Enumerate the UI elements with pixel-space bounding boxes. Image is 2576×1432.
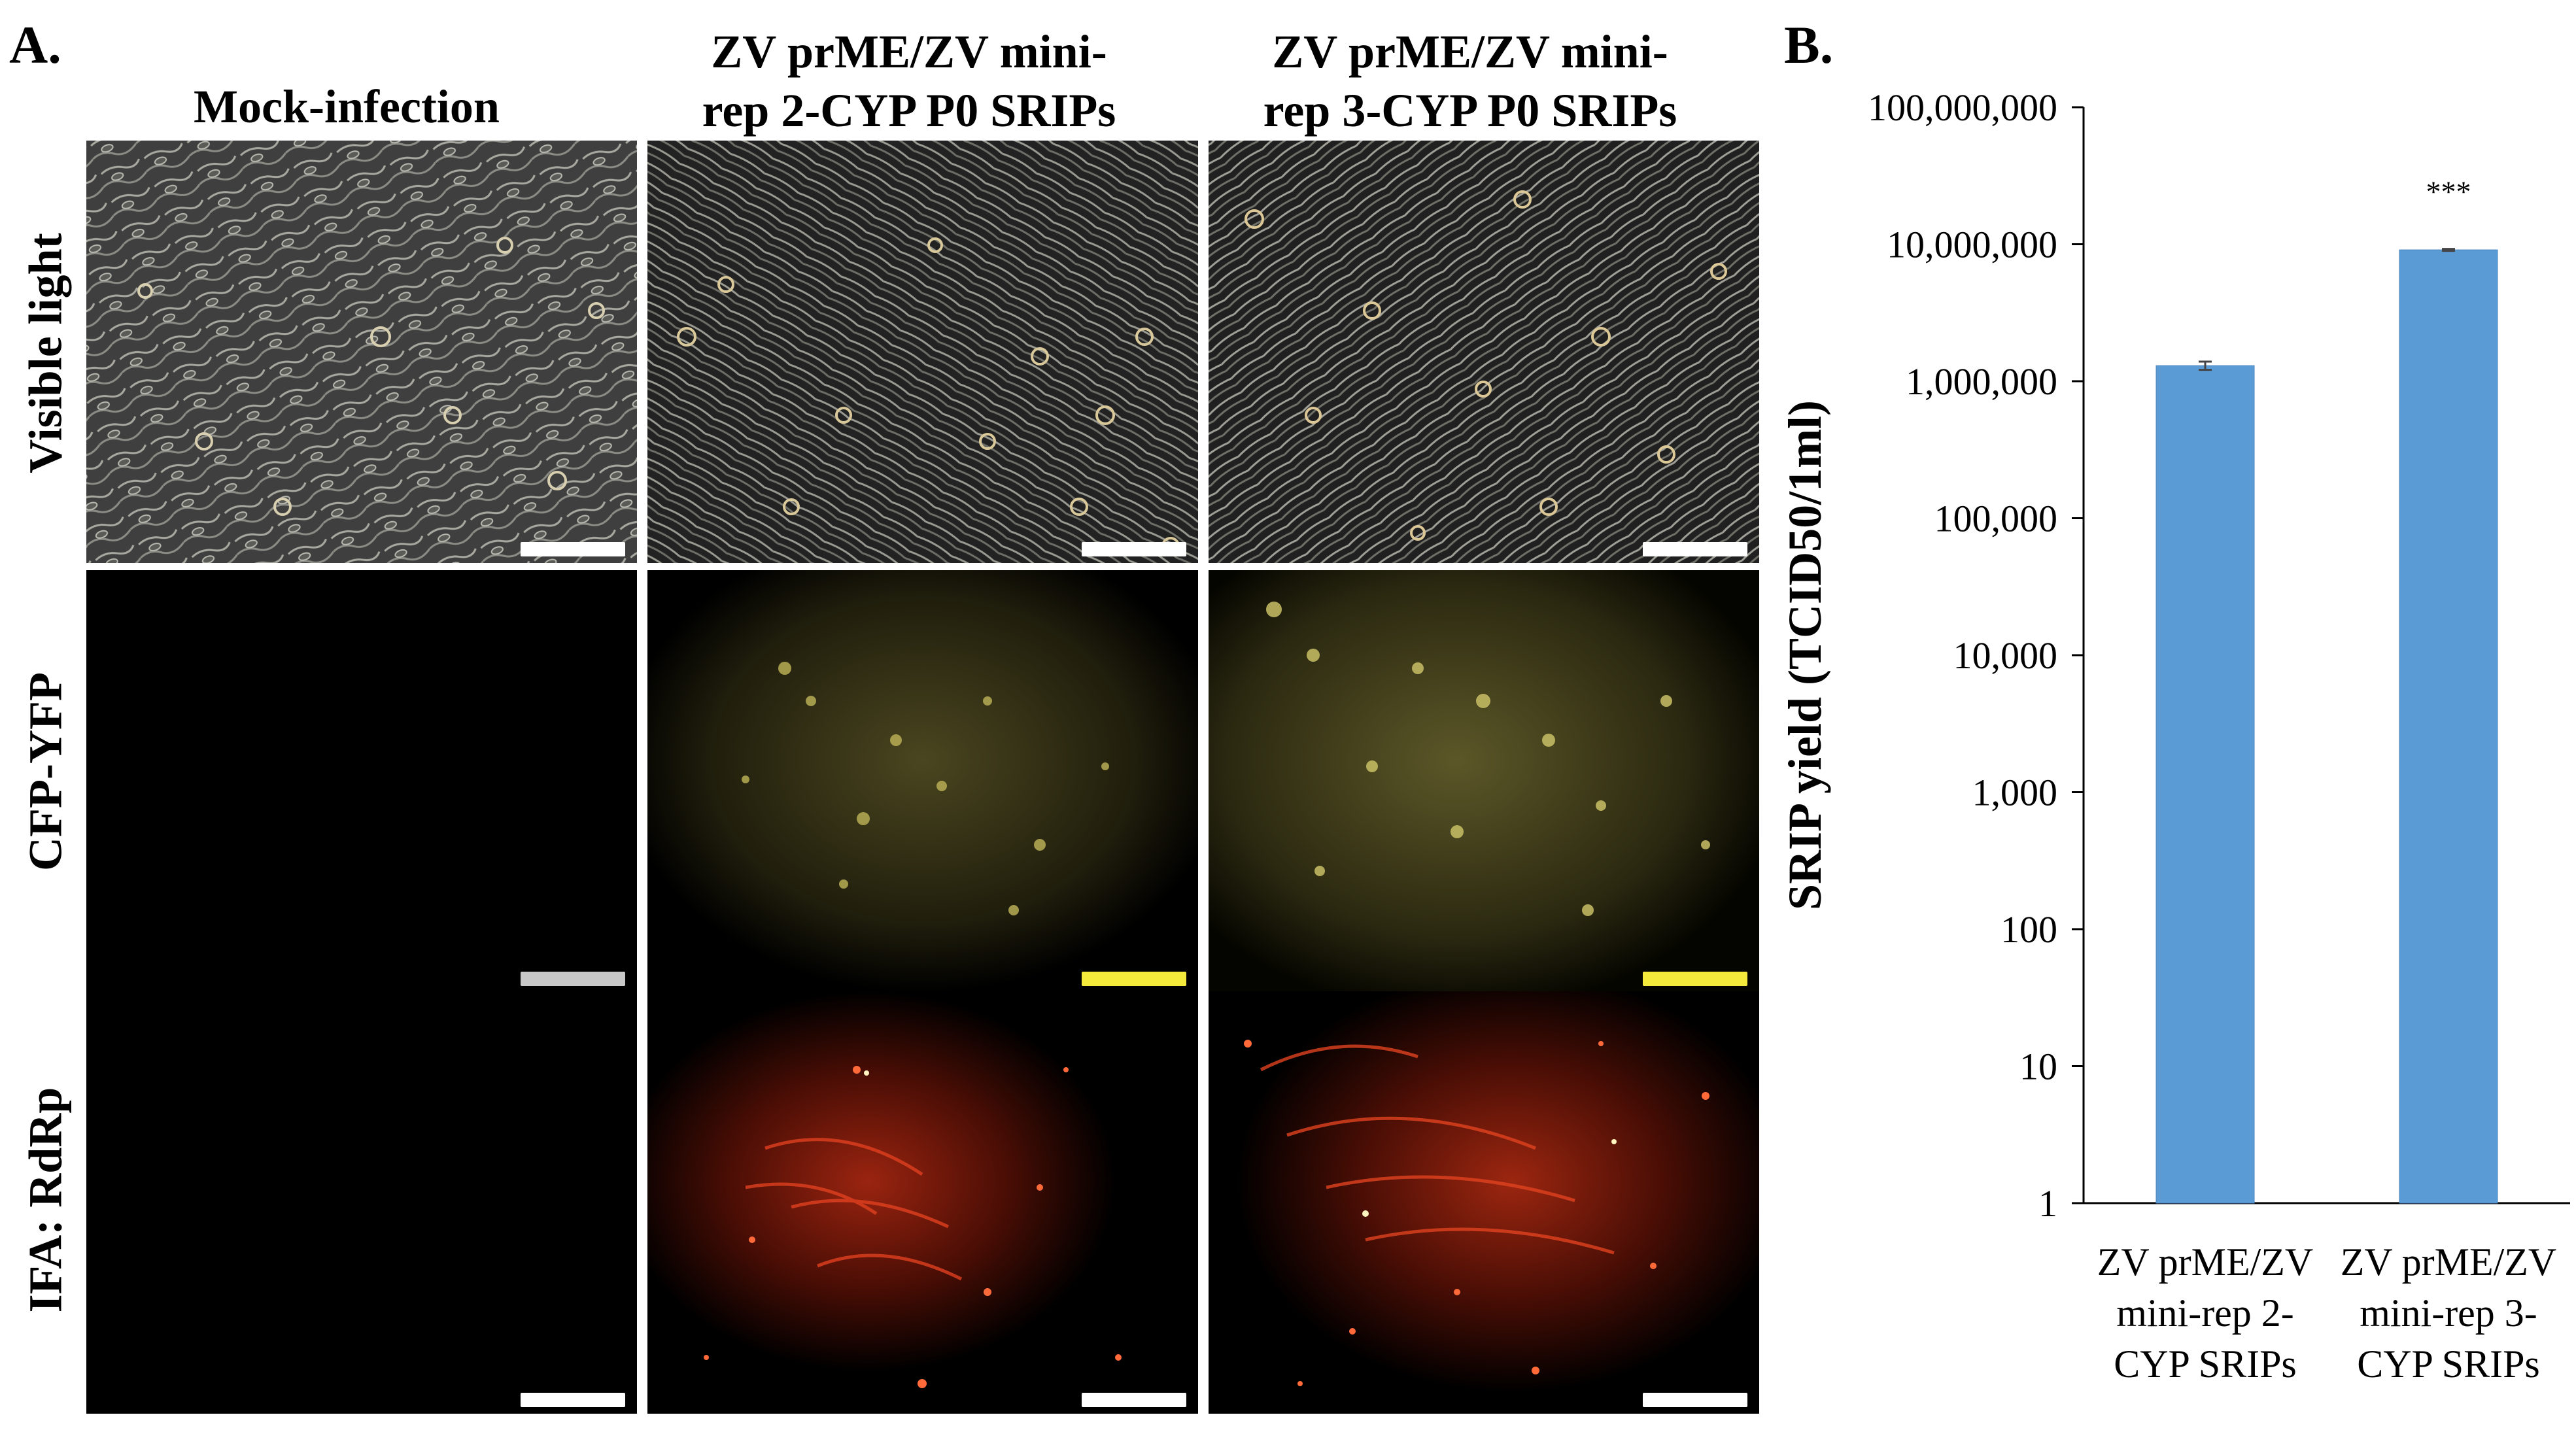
micrograph-cfp-yfp-mock <box>86 570 637 993</box>
y-tick-label: 10,000,000 <box>1887 224 2057 266</box>
y-tick-label: 1,000 <box>1972 772 2058 814</box>
panel-b-letter: B. <box>1784 15 1834 75</box>
scale-bar <box>521 1393 625 1407</box>
column-title-mock: Mock-infection <box>85 77 608 136</box>
column-title-3cyp: ZV prME/ZV mini- rep 3-CYP P0 SRIPs <box>1189 22 1751 140</box>
row-label-ifa-rdrp: IFA: RdRp <box>19 1087 72 1313</box>
x-tick-label-line: mini-rep 2- <box>2116 1291 2294 1335</box>
scale-bar <box>521 972 625 986</box>
y-tick-label: 1 <box>2038 1182 2057 1225</box>
column-title-2cyp: ZV prME/ZV mini- rep 2-CYP P0 SRIPs <box>628 22 1190 140</box>
column-title-line: ZV prME/ZV mini- <box>711 26 1107 78</box>
scale-bar <box>1643 542 1747 556</box>
x-tick-label: ZV prME/ZV mini-rep 2- CYP SRIPs <box>2097 1240 2314 1386</box>
micrograph-cfp-yfp-3cyp <box>1209 570 1759 993</box>
column-title-line: Mock-infection <box>194 80 500 133</box>
x-tick-label-line: ZV prME/ZV <box>2341 1240 2557 1284</box>
x-tick-label-line: CYP SRIPs <box>2357 1342 2540 1386</box>
x-tick-label-line: CYP SRIPs <box>2114 1342 2297 1386</box>
micrograph-visible-mock <box>86 141 637 563</box>
x-tick-label-line: mini-rep 3- <box>2360 1291 2537 1335</box>
y-tick-label: 10,000 <box>1953 634 2058 677</box>
row-label-cfp-yfp: CFP-YFP <box>19 672 72 871</box>
scale-bar <box>1082 972 1186 986</box>
significance-label: *** <box>2426 175 2471 209</box>
column-title-line: rep 2-CYP P0 SRIPs <box>702 84 1116 137</box>
y-tick-label: 10 <box>2019 1046 2057 1088</box>
y-tick-label: 100,000 <box>1934 498 2058 540</box>
scale-bar <box>521 542 625 556</box>
micrograph-visible-3cyp <box>1209 141 1759 563</box>
y-tick-label: 1,000,000 <box>1906 360 2057 403</box>
y-axis-label: SRIP yield (TCID50/1ml) <box>1779 400 1831 910</box>
scale-bar <box>1082 1393 1186 1407</box>
micrograph-ifa-mock <box>86 991 637 1414</box>
panel-a-letter: A. <box>9 15 61 75</box>
scale-bar <box>1643 972 1747 986</box>
bar <box>2155 365 2255 1204</box>
column-title-line: ZV prME/ZV mini- <box>1272 26 1668 78</box>
y-tick-label: 100,000,000 <box>1868 86 2057 129</box>
column-title-line: rep 3-CYP P0 SRIPs <box>1263 84 1677 137</box>
micrograph-cfp-yfp-2cyp <box>647 570 1198 993</box>
x-tick-label-line: ZV prME/ZV <box>2097 1240 2314 1284</box>
scale-bar <box>1082 542 1186 556</box>
scale-bar <box>1643 1393 1747 1407</box>
micrograph-ifa-3cyp <box>1209 991 1759 1414</box>
row-label-visible-light: Visible light <box>19 233 72 473</box>
bar <box>2399 249 2498 1204</box>
micrograph-visible-2cyp <box>647 141 1198 563</box>
micrograph-ifa-2cyp <box>647 991 1198 1414</box>
bar-chart: 1 10 100 1,000 10,000 100,000 1,000,000 10,000,… <box>1779 86 2570 1386</box>
x-tick-label: ZV prME/ZV mini-rep 3- CYP SRIPs <box>2341 1240 2557 1386</box>
y-tick-label: 100 <box>2001 908 2057 951</box>
